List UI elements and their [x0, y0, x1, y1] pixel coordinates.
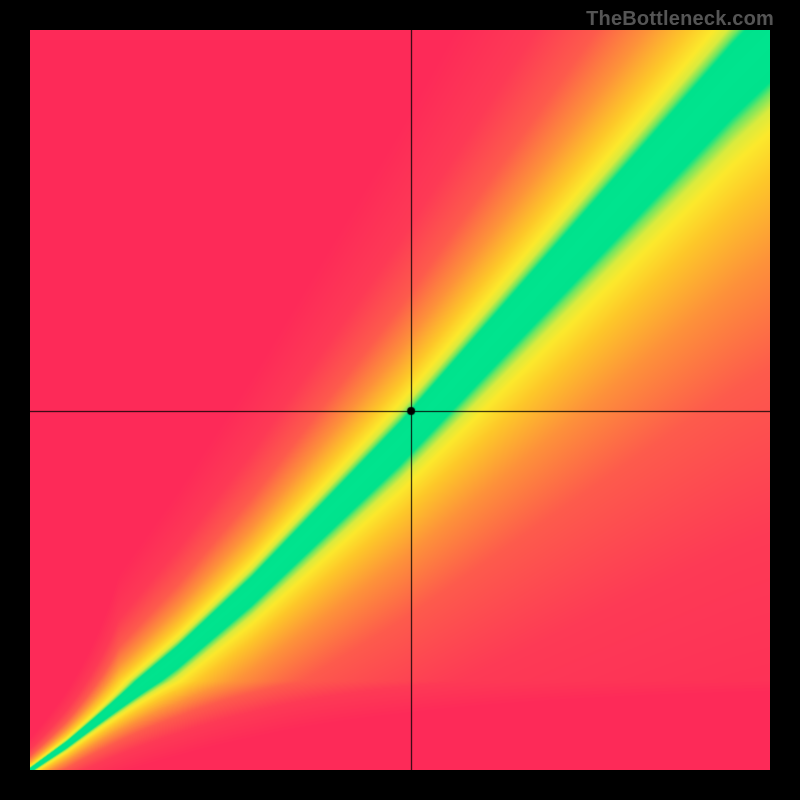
chart-container: TheBottleneck.com — [0, 0, 800, 800]
heatmap-canvas — [30, 30, 770, 770]
watermark-text: TheBottleneck.com — [586, 8, 774, 31]
